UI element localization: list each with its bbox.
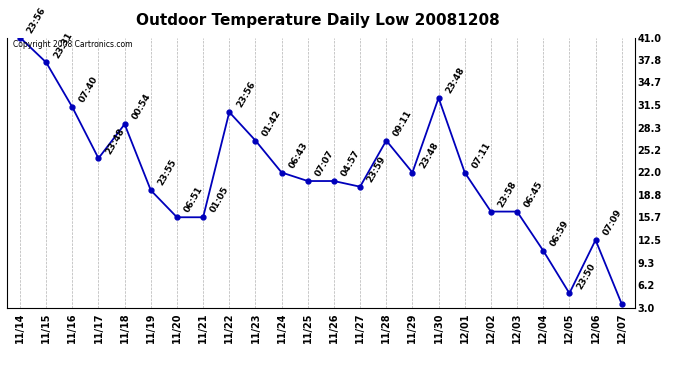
Text: 07:11: 07:11	[471, 140, 493, 170]
Text: 01:05: 01:05	[208, 185, 230, 214]
Text: 07:07: 07:07	[313, 149, 335, 178]
Text: 23:50: 23:50	[575, 261, 597, 291]
Text: 07:09: 07:09	[601, 208, 623, 237]
Text: 23:48: 23:48	[444, 66, 466, 95]
Text: 23:56: 23:56	[235, 80, 257, 110]
Text: 06:51: 06:51	[183, 185, 204, 214]
Text: 23:31: 23:31	[52, 30, 74, 60]
Text: 04:57: 04:57	[339, 149, 362, 178]
Text: Outdoor Temperature Daily Low 20081208: Outdoor Temperature Daily Low 20081208	[135, 13, 500, 28]
Text: 07:40: 07:40	[78, 75, 100, 104]
Text: 23:55: 23:55	[157, 158, 179, 188]
Text: Copyright 2008 Cartronics.com: Copyright 2008 Cartronics.com	[13, 40, 132, 49]
Text: 06:59: 06:59	[549, 219, 571, 248]
Text: 23:48: 23:48	[418, 140, 440, 170]
Text: 01:42: 01:42	[261, 108, 283, 138]
Text: 06:45: 06:45	[522, 180, 544, 209]
Text: 23:48: 23:48	[104, 126, 126, 156]
Text: 23:58: 23:58	[497, 180, 519, 209]
Text: 23:59: 23:59	[366, 154, 388, 184]
Text: 09:11: 09:11	[392, 108, 414, 138]
Text: 06:43: 06:43	[287, 140, 309, 170]
Text: 00:54: 00:54	[130, 92, 152, 122]
Text: 23:56: 23:56	[26, 5, 48, 35]
